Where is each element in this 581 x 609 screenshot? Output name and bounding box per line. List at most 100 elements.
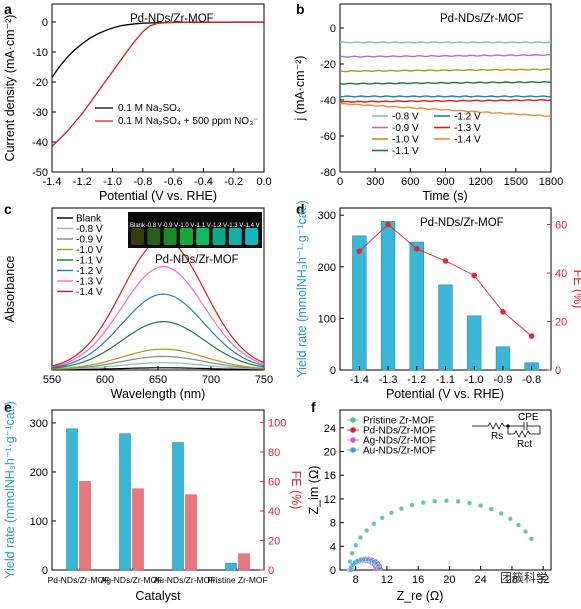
- panel-f-legend-label: Ag-NDs/Zr-MOF: [363, 436, 436, 447]
- panel-f-point: [379, 515, 385, 521]
- panel-c-legend-label: -1.4 V: [76, 287, 103, 298]
- panel-f-point: [432, 498, 438, 504]
- panel-b-xtick-label: 1500: [504, 176, 528, 188]
- panel-b-legend-label: -1.3 V: [454, 123, 481, 134]
- panel-b-series-line-4: [339, 80, 552, 85]
- panel-d-bar: [380, 221, 396, 371]
- panel-d-bar: [409, 241, 424, 371]
- panel-d-ytick-label: 100: [318, 313, 336, 325]
- panel-a-ytick-label: -40: [32, 137, 48, 149]
- panel-d-fe-point: [413, 245, 420, 252]
- panel-b-ytick-label: -40: [320, 95, 336, 107]
- panel-b-xtick-label: 900: [436, 176, 454, 188]
- panel-d-ylabel: Yield rate (mmolNH₃h⁻¹·g⁻¹cat.): [295, 200, 309, 378]
- panel-a: a Pd-NDs/Zr-MOF -1.4 -1.2 -1.0 -0.8 -0.6 -0.4…: [3, 1, 272, 203]
- panel-d-fe-point: [385, 221, 391, 228]
- panel-c-series-line-6: [51, 293, 265, 368]
- inset-vial-label: Blank: [130, 223, 146, 229]
- panel-e-y2tick-label: 80: [268, 447, 280, 459]
- panel-e-ylabel: Yield rate (mmolNH₃h⁻¹·g⁻¹cat.): [3, 401, 17, 579]
- panel-e-y2label: FE (%): [289, 471, 303, 510]
- panel-c-xlabel: Wavelength (nm): [111, 387, 206, 401]
- panel-d-fe-point: [500, 309, 506, 315]
- inset-vial-label: -1.0 V: [178, 223, 194, 229]
- panel-f-legend-label: Pristine Zr-MOF: [363, 416, 434, 427]
- panel-f-point: [420, 500, 426, 506]
- panel-c-ticks: 550 600 650 700 750: [43, 366, 273, 386]
- panel-a-xtick-label: -0.4: [194, 176, 213, 188]
- panel-d-fe-point: [471, 272, 478, 279]
- panel-c-legend: Blank-0.8 V-0.9 V-1.0 V-1.1 V-1.2 V-1.3 …: [57, 214, 103, 298]
- panel-b-ytick-label: 0: [330, 23, 336, 35]
- panel-c-series-line-2: [51, 362, 265, 370]
- panel-f-ytick-label: 8: [330, 518, 336, 530]
- panel-d-xlabel: Potential (V vs. RHE): [386, 387, 504, 401]
- panel-e-xtick-label: Pristine Zr-MOF: [207, 575, 267, 585]
- panel-a-letter: a: [4, 1, 12, 17]
- panel-f-ytick-label: 16: [324, 470, 336, 482]
- panel-e-yield-bar: [66, 428, 78, 571]
- panel-b-lines: [339, 41, 552, 117]
- panel-b-legend: -0.8 V-0.9 V-1.0 V-1.1 V -1.2 V-1.3 V-1.4…: [372, 112, 481, 157]
- panel-a-xtick-label: 0.0: [256, 176, 271, 188]
- panel-f-point: [388, 510, 395, 516]
- panel-b-series-line-5: [339, 95, 551, 98]
- panel-c-title: Pd-NDs/Zr-MOF: [155, 254, 239, 266]
- panel-a-lines: [51, 21, 265, 147]
- panel-f-ytick-label: 0: [330, 565, 336, 577]
- panel-e-yield-bar: [225, 562, 237, 571]
- panel-d-xtick-label: -1.4: [350, 374, 369, 386]
- panel-e-ytick-label: 200: [30, 467, 48, 479]
- panel-b-letter: b: [296, 1, 305, 17]
- panel-f-point: [515, 522, 522, 528]
- panel-b-legend-label: -1.1 V: [392, 146, 419, 157]
- panel-f-point: [478, 503, 484, 509]
- panel-c-series-line-3: [51, 355, 265, 370]
- panel-c-series-line-7: [51, 265, 265, 368]
- panel-d-bar: [438, 284, 453, 371]
- panel-b-xtick-label: 1200: [468, 176, 492, 188]
- panel-b-series-line-1: [339, 41, 552, 44]
- panel-f-point: [498, 510, 504, 517]
- panel-f-point: [353, 542, 359, 548]
- panel-d-bars: -1.4 -1.3 -1.2 -1.1 -1.0 -0.9 -0.8: [350, 221, 541, 386]
- panel-d-xtick-label: -1.3: [379, 374, 398, 386]
- panel-f-point: [357, 534, 364, 541]
- panel-d-y2tick-label: 0: [555, 365, 561, 377]
- panel-b-ytick-label: -60: [320, 131, 336, 143]
- panel-e: e 0 100 200 300 0 20 40 60 80 100 Pd-NDs/Zr-MOFAg…: [3, 399, 303, 603]
- panel-c-series-line-4: [51, 348, 265, 370]
- panel-d-letter: d: [296, 201, 305, 217]
- panel-a-ylabel: Current density (mA·cm⁻²): [3, 15, 17, 162]
- panel-a-legend: 0.1 M Na₂SO₄ 0.1 M Na₂SO₄ + 500 ppm NO₃⁻: [95, 103, 258, 127]
- panel-d-bar: [352, 235, 367, 371]
- panel-f-point: [409, 502, 415, 508]
- panel-e-fe-bar: [79, 481, 91, 571]
- inset-vial-label: -0.8 V: [146, 223, 162, 229]
- inset-vial: [163, 228, 177, 245]
- panel-f-xtick-label: 20: [443, 574, 455, 586]
- panel-d-y2tick-label: 60: [555, 220, 567, 232]
- panel-c-series-line-1: [52, 367, 264, 371]
- panel-a-legend-label-1: 0.1 M Na₂SO₄: [118, 103, 181, 114]
- inset-vial-label: -1.1 V: [195, 223, 211, 229]
- panel-a-ytick-label: -50: [32, 167, 48, 179]
- panel-d-y2tick-label: 40: [555, 268, 567, 280]
- panel-b-ylabel: j (mA·cm⁻²): [293, 56, 307, 122]
- panel-a-xtick-label: -0.8: [133, 176, 152, 188]
- panel-d-fe-point: [442, 258, 449, 264]
- panel-b: b Pd-NDs/Zr-MOF 0 300 600 900 1200 1500 18000-…: [293, 1, 563, 203]
- panel-f-point: [371, 521, 377, 527]
- panel-f-xtick-label: 8: [353, 574, 359, 586]
- watermark: 团簇科学: [500, 570, 548, 585]
- inset-vial: [245, 228, 259, 245]
- inset-vial-label: -0.9 V: [162, 223, 178, 229]
- panel-e-y2tick-label: 0: [268, 565, 274, 577]
- panel-d-fe-point: [356, 248, 363, 255]
- inset-vial: [179, 228, 193, 245]
- panel-c-xtick-label: 700: [202, 374, 220, 386]
- panel-c-legend-label: -0.9 V: [76, 235, 103, 246]
- panel-c-series-line-5: [51, 320, 265, 369]
- panel-f-xlabel: Z_re (Ω): [397, 589, 444, 603]
